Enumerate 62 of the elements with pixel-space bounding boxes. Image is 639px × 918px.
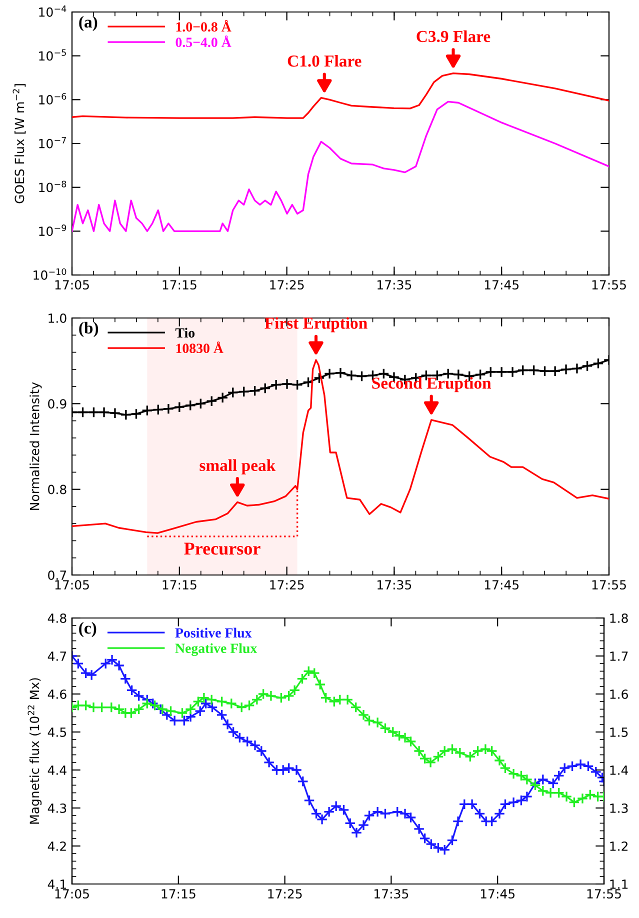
y-tick-label: 10$^{−4}$ [39, 6, 66, 17]
y-axis-title: GOES Flux [W m$^{−2}$] [12, 84, 26, 204]
y-tick-label: 10$^{−9}$ [39, 224, 66, 236]
annotation: (c) [79, 622, 96, 638]
x-tick-label: 17:35 [378, 580, 412, 590]
x-tick-label: 17:05 [55, 889, 89, 899]
band-label: Precursor [184, 542, 260, 555]
y-tick-label: 10$^{−6}$ [39, 93, 66, 104]
x-tick-label: 17:35 [374, 889, 408, 899]
annotation: C1.0 Flare [288, 54, 362, 67]
annotation: Second Eruption [372, 377, 492, 392]
x-tick-label: 17:45 [484, 580, 519, 590]
x-tick-label: 17:55 [587, 889, 621, 899]
annotation: C3.9 Flare [416, 30, 490, 42]
y-tick-label: 10$^{−10}$ [34, 268, 66, 280]
x-tick-label: 17:45 [484, 280, 519, 290]
x-tick-label: 17:15 [162, 889, 196, 899]
y2-tick-label: 1.6 [610, 689, 628, 699]
annotation: small peak [200, 459, 276, 474]
y-tick-label: 0.7 [48, 570, 66, 580]
y-tick-label: 4.6 [48, 689, 66, 699]
x-tick-label: 17:05 [55, 580, 89, 590]
y-tick-label: 0.8 [48, 484, 66, 494]
y-tick-label: 4.3 [48, 803, 66, 813]
x-tick-label: 17:05 [55, 280, 89, 290]
text: 1.0−0.8 Å [176, 20, 232, 32]
y-tick-label: 4.5 [48, 728, 66, 737]
y-axis-title: Magnetic flux (10$^{22}$ Mx) [28, 678, 42, 824]
y2-tick-label: 1.2 [610, 841, 628, 851]
y-tick-label: 4.8 [48, 613, 66, 623]
y2-tick-label: 1.4 [610, 766, 628, 775]
y-tick-label: 10$^{−7}$ [39, 137, 66, 148]
y-tick-label: 4.2 [48, 841, 66, 851]
legend-label: Tio [175, 328, 195, 338]
y-tick-label: 10$^{−5}$ [39, 49, 66, 61]
y-tick-label: 4.4 [48, 766, 66, 775]
legend-label: 10830 Å [176, 341, 224, 354]
legend-label: 0.5−4.0 Å [176, 35, 232, 48]
y-tick-label: 1.0 [48, 313, 66, 323]
x-tick-label: 17:55 [592, 280, 626, 290]
x-tick-label: 17:55 [592, 580, 626, 590]
y2-tick-label: 1.7 [610, 652, 628, 661]
x-tick-label: 17:35 [378, 280, 412, 290]
y2-tick-label: 1.1 [610, 880, 628, 889]
x-tick-label: 17:45 [480, 889, 515, 899]
x-tick-label: 17:25 [268, 889, 302, 899]
x-tick-label: 17:25 [270, 580, 304, 590]
y-tick-label: 4.1 [48, 880, 66, 889]
y-tick-label: 10$^{−8}$ [39, 180, 66, 192]
y-tick-label: 4.7 [48, 652, 66, 661]
y2-tick-label: 1.3 [610, 803, 628, 813]
legend-label: Positive Flux [175, 628, 252, 638]
x-tick-label: 17:25 [270, 280, 304, 290]
legend-label: Negative Flux [175, 643, 258, 656]
y2-tick-label: 1.8 [610, 613, 628, 623]
x-tick-label: 17:15 [162, 280, 196, 290]
y2-tick-label: 1.5 [610, 728, 628, 737]
annotation: (a) [79, 16, 98, 32]
x-tick-label: 17:15 [162, 580, 196, 590]
y-axis-title: Normalized Intensity [30, 382, 42, 510]
annotation: (b) [79, 322, 98, 337]
y-tick-label: 0.9 [48, 399, 66, 409]
